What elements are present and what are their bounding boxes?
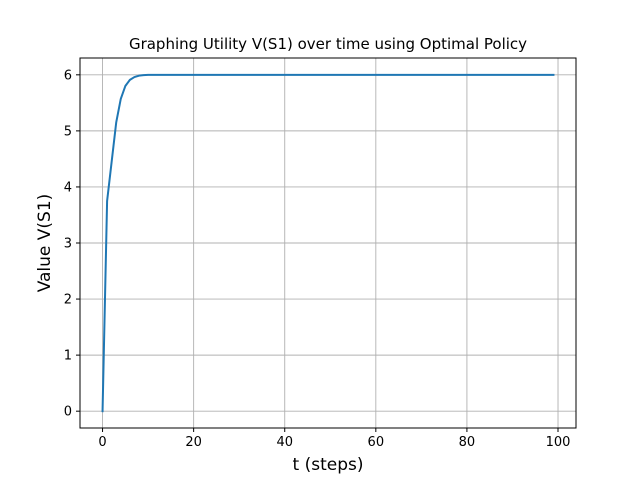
x-tick-label: 0 [98,435,106,450]
y-tick-label: 6 [64,68,72,83]
series-layer [101,73,555,413]
x-tick-label: 20 [185,435,202,450]
x-tick-label: 40 [276,435,293,450]
y-tick-label: 1 [64,349,72,364]
y-tick-label: 0 [64,405,72,420]
axes-frame [79,57,577,429]
x-tick-label: 80 [459,435,476,450]
y-tick-label: 2 [64,293,72,308]
x-tick-label: 100 [546,435,571,450]
y-tick-label: 5 [64,124,72,139]
y-tick-label: 4 [64,180,72,195]
y-axis-label: Value V(S1) [35,194,55,293]
y-tick-label: 3 [64,237,72,252]
chart-title: Graphing Utility V(S1) over time using O… [129,35,527,53]
x-axis-label: t (steps) [293,455,364,475]
x-tick-label: 60 [368,435,385,450]
series-line-0 [101,73,555,413]
ticks: 0 20 40 60 80 100 0 1 2 3 4 5 6 [64,68,571,450]
